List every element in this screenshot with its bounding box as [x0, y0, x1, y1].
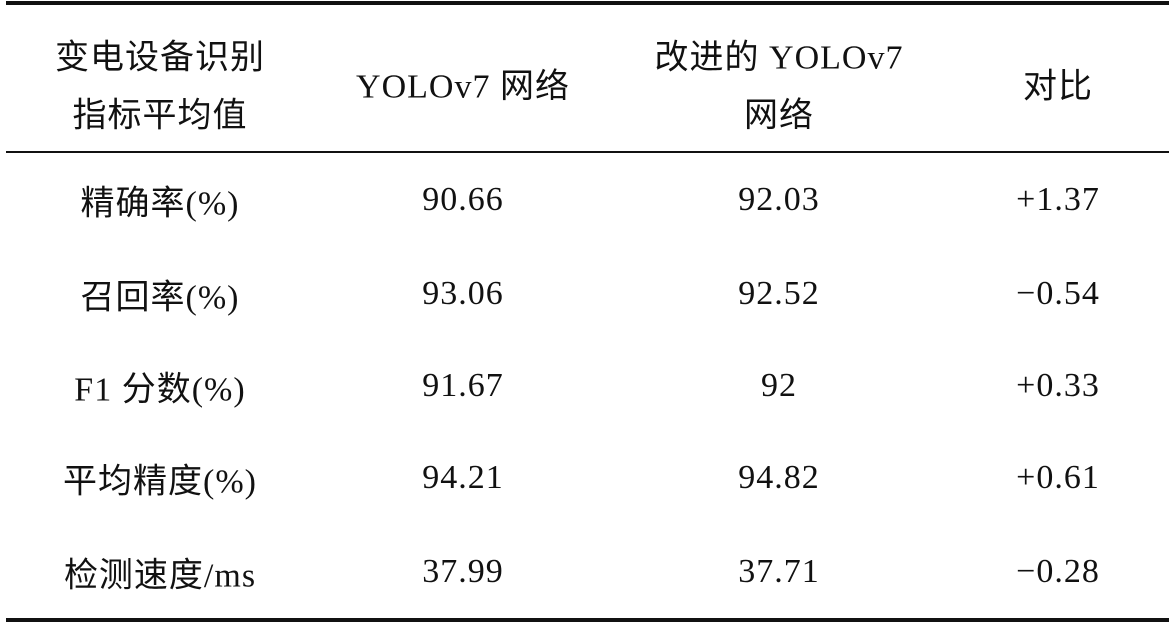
table-cell: 94.21 [422, 459, 504, 496]
table-cell: 92.03 [738, 181, 820, 218]
table-cell: +0.33 [1016, 367, 1100, 404]
table-cell: 37.99 [422, 553, 504, 590]
table-cell: 92 [761, 367, 797, 404]
header-cell: 指标平均值 [72, 97, 248, 135]
top-rule [6, 1, 1169, 5]
header-rule [6, 151, 1169, 153]
header-cell: YOLOv7 网络 [356, 68, 570, 106]
table-cell: −0.54 [1016, 275, 1100, 312]
table-cell: −0.28 [1016, 553, 1100, 590]
table-cell: 91.67 [422, 367, 504, 404]
row-label: 精确率(%) [80, 185, 240, 223]
header-cell: 对比 [1023, 68, 1093, 106]
bottom-rule [6, 618, 1169, 622]
table-cell: 90.66 [422, 181, 504, 218]
row-label: 平均精度(%) [63, 463, 257, 501]
row-label: F1 分数(%) [74, 371, 246, 409]
table-cell: 93.06 [422, 275, 504, 312]
table-cell: 37.71 [738, 553, 820, 590]
table-cell: +1.37 [1016, 181, 1100, 218]
row-label: 召回率(%) [80, 279, 240, 317]
header-cell: 网络 [744, 97, 814, 135]
header-cell: 变电设备识别 [55, 39, 265, 77]
table-cell: +0.61 [1016, 459, 1100, 496]
header-cell: 改进的 YOLOv7 [654, 39, 904, 77]
row-label: 检测速度/ms [63, 557, 257, 595]
table-cell: 94.82 [738, 459, 820, 496]
table-cell: 92.52 [738, 275, 820, 312]
